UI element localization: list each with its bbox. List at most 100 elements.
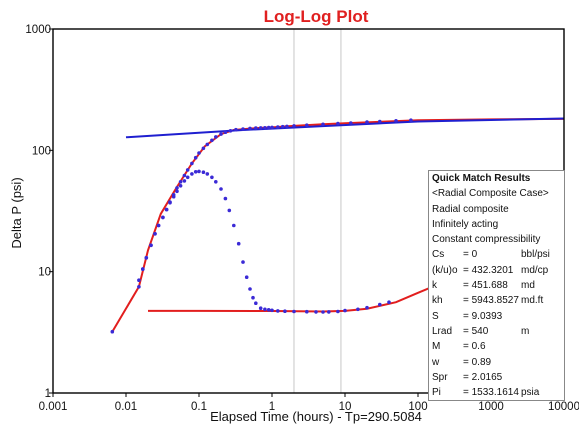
- data-point: [201, 146, 206, 151]
- parameter-name: w: [432, 356, 440, 368]
- legend-parameter-row: kh = 5943.8527 md.ft: [432, 293, 562, 308]
- data-point: [193, 170, 198, 174]
- data-point: [254, 126, 258, 130]
- chart-title: Log-Log Plot: [264, 7, 369, 26]
- parameter-unit: [521, 339, 561, 354]
- y-tick-label: 100: [32, 145, 51, 157]
- data-point: [232, 223, 236, 228]
- measured-points: [110, 118, 413, 334]
- parameter-value: = 9.0393: [463, 310, 503, 322]
- data-point: [197, 151, 201, 155]
- data-point: [214, 135, 218, 139]
- legend-parameter-row: M = 0.6: [432, 339, 562, 354]
- quick-match-results-panel: Quick Match Results <Radial Composite Ca…: [428, 170, 565, 402]
- data-point: [270, 308, 274, 313]
- data-point: [228, 129, 233, 133]
- parameter-unit: [521, 370, 561, 385]
- data-point: [168, 200, 172, 205]
- x-tick-label: 0.1: [191, 401, 207, 413]
- legend-parameter-row: Spr = 2.0165: [432, 370, 562, 385]
- parameter-value: = 0.6: [463, 341, 486, 353]
- x-axis-label: Elapsed Time (hours) - Tp=290.5084: [210, 409, 422, 424]
- parameter-unit: md/cp: [521, 264, 549, 276]
- data-point: [182, 173, 187, 178]
- data-point: [365, 120, 369, 124]
- parameter-unit: md: [521, 280, 535, 292]
- data-point: [283, 309, 287, 314]
- data-point: [197, 169, 201, 174]
- parameter-name: k: [432, 280, 437, 292]
- data-point: [251, 295, 255, 300]
- parameter-value: = 5943.8527: [463, 295, 519, 307]
- legend-boundary-line: Infinitely acting: [432, 218, 499, 230]
- data-point: [285, 124, 289, 129]
- x-tick-label: 1: [269, 401, 275, 413]
- data-point: [378, 302, 382, 307]
- data-point: [270, 125, 274, 130]
- data-point: [190, 161, 194, 166]
- parameter-name: Cs: [432, 249, 445, 261]
- legend-parameter-row: Cs = 0 bbl/psi: [432, 247, 562, 262]
- data-point: [223, 196, 228, 201]
- data-point: [175, 189, 179, 194]
- x-tick-label: 100: [408, 401, 427, 413]
- data-point: [214, 180, 218, 184]
- y-tick-label: 10: [38, 267, 51, 279]
- legend-case-line: <Radial Composite Case>: [432, 188, 549, 200]
- data-point: [241, 260, 245, 264]
- data-point: [356, 307, 360, 312]
- data-point: [185, 175, 190, 180]
- data-point: [210, 175, 214, 180]
- data-point: [327, 310, 331, 314]
- data-point: [178, 180, 183, 184]
- data-point: [258, 126, 263, 130]
- parameter-name: S: [432, 310, 439, 322]
- data-point: [378, 119, 382, 124]
- data-point: [178, 184, 183, 188]
- data-point: [292, 309, 296, 314]
- y-tick-label: 1000: [25, 24, 51, 36]
- y-tick-label: 1: [45, 388, 51, 400]
- data-point: [409, 118, 413, 122]
- data-point: [266, 308, 271, 312]
- legend-parameter-row: Lrad = 540 m: [432, 324, 562, 339]
- data-point: [137, 278, 141, 283]
- parameter-unit: [521, 355, 561, 370]
- parameter-name: M: [432, 341, 441, 353]
- data-point: [210, 138, 214, 143]
- data-point: [161, 215, 165, 220]
- parameter-value: = 432.3201: [463, 264, 514, 276]
- data-point: [144, 255, 149, 260]
- data-point: [336, 309, 340, 314]
- parameter-name: kh: [432, 295, 443, 307]
- parameter-value: = 2.0165: [463, 371, 503, 383]
- data-point: [164, 207, 169, 212]
- legend-parameter-row: Pi = 1533.1614 psia: [432, 385, 562, 400]
- data-point: [336, 121, 340, 126]
- data-point: [321, 122, 325, 127]
- data-point: [205, 172, 210, 176]
- data-point: [193, 155, 198, 160]
- legend-parameter-row: k = 451.688 md: [432, 278, 562, 293]
- data-point: [110, 329, 115, 334]
- data-point: [137, 285, 141, 289]
- data-point: [394, 119, 398, 123]
- parameter-unit: m: [521, 325, 530, 337]
- parameter-value: = 1533.1614: [463, 387, 519, 399]
- legend-parameter-row: w = 0.89: [432, 355, 562, 370]
- x-tick-label: 10: [339, 401, 352, 413]
- legend-title: Quick Match Results: [432, 173, 531, 184]
- data-point: [349, 121, 353, 125]
- data-point: [258, 306, 263, 311]
- parameter-value: = 0.89: [463, 356, 492, 368]
- data-point: [276, 309, 280, 313]
- parameter-unit: [521, 309, 561, 324]
- data-point: [182, 179, 187, 183]
- data-point: [244, 275, 249, 280]
- data-point: [190, 172, 194, 176]
- x-tick-label: 1000: [478, 401, 504, 413]
- data-point: [276, 125, 280, 129]
- data-point: [305, 123, 309, 127]
- parameter-name: (k/u)o: [432, 264, 458, 276]
- data-point: [219, 187, 223, 191]
